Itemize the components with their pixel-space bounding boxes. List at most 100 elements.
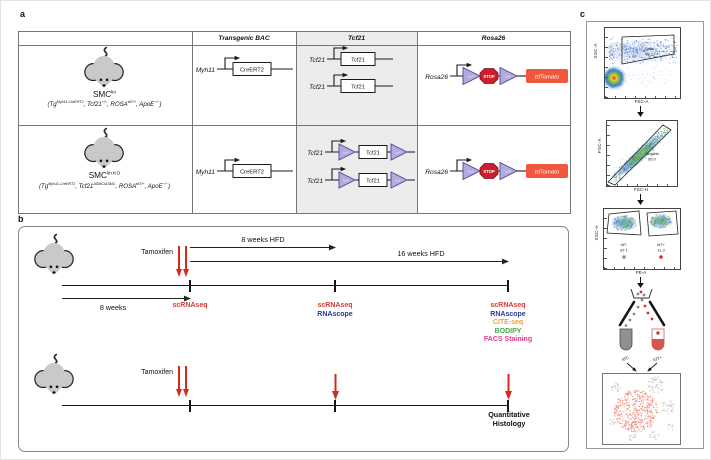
stop-label: STOP — [483, 74, 495, 79]
cells-gate-percent: 78.2 — [645, 52, 653, 57]
down-arrow-icon — [637, 277, 644, 288]
table-divider — [296, 32, 297, 213]
mouse-icon — [81, 127, 127, 170]
rosa26-construct-row2: Rosa26 loxP STOP loxP tdTomato — [425, 157, 568, 181]
tdt-positive-label: tdT+ — [657, 242, 666, 247]
flow-plot-tdt: tdT- 87.1 tdT+ 11.3 — [603, 208, 681, 270]
timepoint3-assays: scRNAseq RNAscope CITE-seq BODIPY FACS S… — [462, 302, 554, 345]
assay-scrnaseq: scRNAseq — [490, 302, 526, 309]
tdtomato-box — [526, 164, 568, 178]
table-divider — [19, 45, 570, 46]
timepoint2-assays: scRNAseq RNAscope — [295, 302, 375, 319]
gene-label: Tcf21 — [309, 84, 325, 91]
assay-bodipy: BODIPY — [494, 327, 522, 335]
table-divider — [19, 125, 570, 126]
timeline1 — [62, 285, 509, 286]
loxp-label: loxP — [468, 169, 474, 173]
tamoxifen-arrows-icon — [176, 246, 189, 277]
rosa26-construct-row1: Rosa26 loxP STOP loxP tdTomato — [425, 62, 568, 86]
gene-box-label: CreERT2 — [240, 68, 264, 74]
stop-label: STOP — [483, 169, 495, 174]
down-arrow-icon — [637, 106, 644, 117]
loxp-triangle — [338, 143, 357, 161]
collection-cup — [630, 288, 653, 299]
sorter-plate — [648, 300, 666, 327]
loxp-triangle — [338, 171, 357, 189]
down-arrow-icon — [637, 194, 644, 205]
tcf21-allele-row1: Tcf21 Tcf21 — [309, 45, 393, 66]
tamoxifen-arrows-icon — [176, 366, 189, 397]
tube-tdt-positive-label: tdT+ — [653, 355, 663, 362]
timeline-tick — [189, 279, 192, 292]
tdt-negative-percent: 87.1 — [620, 248, 628, 253]
flow-plot-singlets-canvas: Singlets 85.0 — [607, 121, 675, 186]
flow-plot-tdt-canvas: tdT- 87.1 tdT+ 11.3 — [606, 210, 679, 259]
tdtomato-label: tdTomato — [535, 74, 560, 80]
singlets-gate-percent: 85.0 — [648, 157, 656, 162]
plot3-ylabel: SSC-A — [594, 225, 599, 241]
gene-label: Tcf21 — [307, 178, 323, 185]
mouse-name-row2: SMClin KO — [88, 171, 121, 180]
bac-construct-row2: Myh11 CreERT2 — [196, 157, 293, 178]
loxp-triangle — [462, 161, 482, 181]
assay-rnascope: RNAscope — [490, 310, 526, 318]
loxp-triangle — [462, 66, 482, 86]
timeline-tick — [507, 279, 510, 292]
loxp-triangle — [390, 171, 409, 189]
gene-label: Tcf21 — [307, 150, 323, 157]
loxp-label: loxP — [505, 169, 511, 173]
loxp-triangle — [390, 143, 409, 161]
gene-label: Rosa26 — [425, 169, 448, 176]
gene-box-label: Tcf21 — [351, 58, 365, 64]
mouse-icon — [31, 353, 77, 396]
tube-tdt-positive-fill — [652, 339, 664, 350]
tamoxifen-label: Tamoxifen — [141, 249, 173, 256]
hfd16-label: 16 weeks HFD — [397, 249, 445, 258]
loxp-label: loxP — [395, 150, 401, 154]
cells-gate-label: Cells — [645, 46, 654, 51]
flow-plot-cells-canvas: Cells 78.2 — [605, 34, 678, 91]
hfd16-arrow — [190, 258, 509, 265]
column-header-transgenic-bac: Transgenic BAC — [218, 34, 270, 42]
panel-c-box — [586, 21, 704, 449]
cells-gate — [621, 34, 675, 65]
weeks8-arrow — [62, 295, 191, 302]
tdt-negative-dot — [622, 255, 626, 259]
gene-box-label: Tcf21 — [366, 151, 380, 157]
column-header-rosa26: Rosa26 — [481, 34, 506, 42]
tdt-positive-gate — [646, 210, 679, 237]
red-arrow-icon — [505, 374, 512, 400]
timeline-tick — [189, 399, 192, 412]
plot1-xlabel: FSC-A — [634, 99, 649, 104]
stop-octagon — [479, 68, 499, 84]
plot1-ylabel: SSC-A — [593, 43, 598, 59]
arrow-to-tsne — [647, 362, 658, 372]
tsne-canvas — [608, 376, 675, 441]
tdt-negative-label: tdT- — [621, 242, 628, 247]
mouse-icon — [81, 46, 127, 89]
gene-label: Myh11 — [196, 169, 216, 176]
loxp-label: loxP — [468, 74, 474, 78]
tsne-plot — [602, 373, 681, 445]
loxp-label: loxP — [343, 178, 349, 182]
tdtomato-label: tdTomato — [535, 169, 560, 175]
stop-octagon — [479, 163, 499, 179]
gene-box-label: CreERT2 — [240, 170, 264, 176]
loxp-label: loxP — [343, 150, 349, 154]
loxp-triangle — [499, 161, 519, 181]
panel-b-label: b — [18, 214, 24, 224]
mouse-icon — [31, 233, 77, 276]
assay-scrnaseq: scRNAseq — [172, 302, 208, 309]
sorter-plate — [618, 300, 636, 327]
timepoint1-assays: scRNAseq — [150, 302, 230, 311]
panel-c-label: c — [580, 9, 586, 19]
tdt-positive-percent: 11.3 — [657, 248, 664, 253]
plot2-xlabel: FSC-H — [633, 187, 649, 192]
loxp-label: loxP — [395, 178, 401, 182]
plot3-xlabel: PE-A — [635, 270, 647, 275]
genotype-row2: (TgMyh11-CreERT2, Tcf21ΔSMC/ΔSMC, ROSAtd… — [39, 182, 170, 191]
tdt-negative-gate — [606, 210, 642, 236]
tamoxifen-label: Tamoxifen — [141, 369, 173, 376]
flow-plot-cells: Cells 78.2 — [604, 27, 681, 99]
